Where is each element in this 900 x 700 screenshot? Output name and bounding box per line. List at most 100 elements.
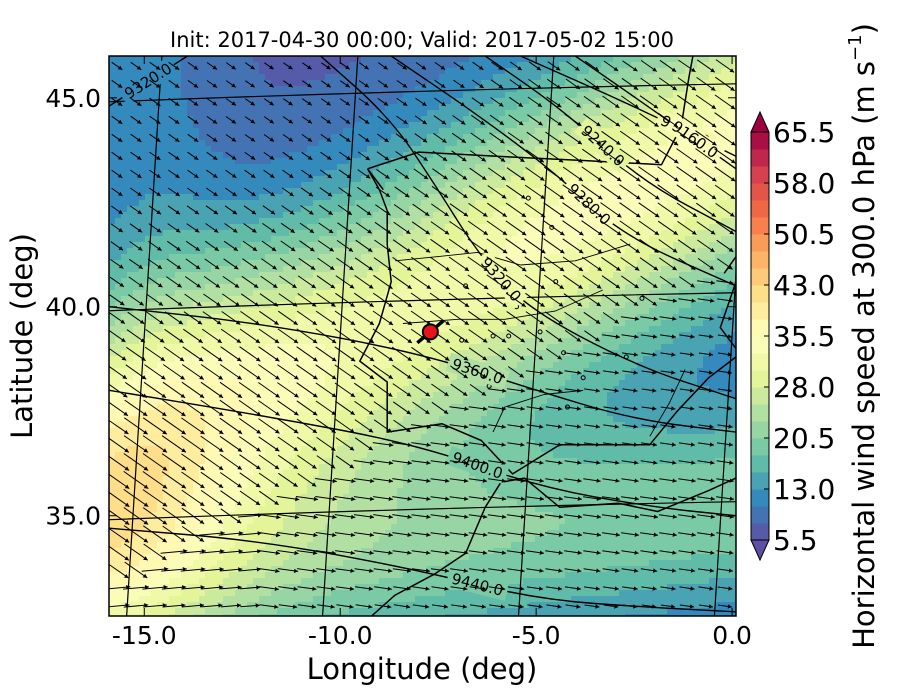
field-cell <box>319 62 326 69</box>
field-cell <box>301 458 308 465</box>
field-cell <box>163 338 170 345</box>
field-cell <box>229 548 236 555</box>
field-cell <box>319 170 326 177</box>
field-cell <box>391 296 398 303</box>
field-cell <box>265 200 272 207</box>
field-cell <box>403 482 410 489</box>
field-cell <box>133 62 140 69</box>
field-cell <box>367 404 374 411</box>
field-cell <box>169 602 176 609</box>
field-cell <box>109 254 116 261</box>
field-cell <box>181 98 188 105</box>
field-cell <box>379 176 386 183</box>
field-cell <box>271 416 278 423</box>
field-cell <box>115 236 122 243</box>
field-cell <box>373 188 380 195</box>
field-cell <box>283 176 290 183</box>
field-cell <box>163 458 170 465</box>
field-cell <box>271 410 278 417</box>
field-cell <box>187 392 194 399</box>
field-cell <box>391 314 398 321</box>
field-cell <box>223 428 230 435</box>
field-cell <box>361 278 368 285</box>
field-cell <box>331 608 338 615</box>
field-cell <box>121 314 128 321</box>
field-cell <box>205 326 212 333</box>
field-cell <box>211 440 218 447</box>
field-cell <box>211 254 218 261</box>
field-cell <box>241 110 248 117</box>
field-cell <box>139 554 146 561</box>
field-cell <box>247 530 254 537</box>
field-cell <box>109 572 116 579</box>
field-cell <box>247 80 254 87</box>
field-cell <box>175 500 182 507</box>
field-cell <box>373 506 380 513</box>
field-cell <box>217 86 224 93</box>
field-cell <box>169 482 176 489</box>
field-cell <box>313 446 320 453</box>
field-cell <box>187 548 194 555</box>
field-cell <box>349 458 356 465</box>
field-cell <box>259 410 266 417</box>
field-cell <box>169 338 176 345</box>
field-cell <box>253 110 260 117</box>
field-cell <box>223 608 230 615</box>
field-cell <box>397 464 404 471</box>
field-cell <box>409 158 416 165</box>
field-cell <box>163 272 170 279</box>
field-cell <box>301 434 308 441</box>
field-cell <box>235 236 242 243</box>
field-cell <box>139 290 146 297</box>
field-cell <box>283 362 290 369</box>
field-cell <box>223 350 230 357</box>
field-cell <box>403 584 410 591</box>
field-cell <box>235 86 242 93</box>
field-cell <box>271 164 278 171</box>
field-cell <box>283 308 290 315</box>
field-cell <box>109 500 116 507</box>
field-cell <box>241 218 248 225</box>
field-cell <box>277 428 284 435</box>
field-cell <box>313 524 320 531</box>
field-cell <box>205 416 212 423</box>
field-cell <box>115 356 122 363</box>
field-cell <box>229 422 236 429</box>
field-cell <box>187 572 194 579</box>
field-cell <box>409 596 416 603</box>
field-cell <box>211 596 218 603</box>
field-cell <box>163 464 170 471</box>
field-cell <box>265 176 272 183</box>
field-cell <box>421 254 428 261</box>
field-cell <box>247 356 254 363</box>
field-cell <box>409 140 416 147</box>
field-cell <box>205 446 212 453</box>
field-cell <box>193 320 200 327</box>
field-cell <box>211 500 218 507</box>
field-cell <box>229 104 236 111</box>
field-cell <box>379 146 386 153</box>
field-cell <box>319 362 326 369</box>
field-cell <box>325 584 332 591</box>
field-cell <box>223 104 230 111</box>
field-cell <box>283 518 290 525</box>
field-cell <box>397 254 404 261</box>
field-cell <box>229 398 236 405</box>
field-cell <box>379 416 386 423</box>
field-cell <box>121 266 128 273</box>
field-cell <box>211 182 218 189</box>
field-cell <box>343 512 350 519</box>
field-cell <box>295 140 302 147</box>
field-cell <box>385 104 392 111</box>
field-cell <box>337 404 344 411</box>
field-cell <box>301 302 308 309</box>
field-cell <box>403 182 410 189</box>
field-cell <box>403 572 410 579</box>
field-cell <box>187 542 194 549</box>
field-cell <box>289 416 296 423</box>
field-cell <box>157 308 164 315</box>
field-cell <box>397 74 404 81</box>
field-cell <box>199 278 206 285</box>
field-cell <box>325 614 332 616</box>
field-cell <box>253 176 260 183</box>
